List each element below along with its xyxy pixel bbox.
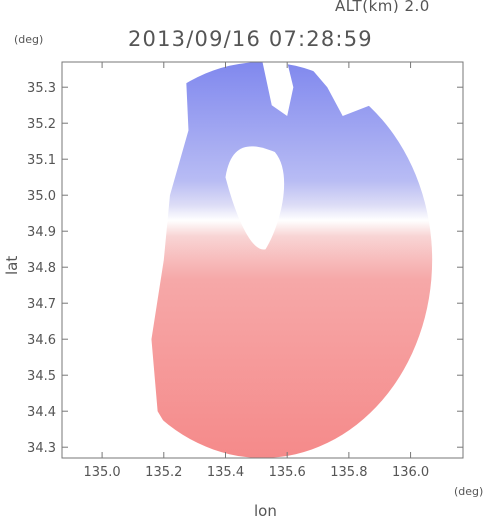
y-tick-label: 35.1 [27, 153, 56, 168]
x-tick-label: 135.6 [269, 465, 306, 480]
x-axis-label: lon [254, 502, 277, 520]
no-echo-area [62, 62, 195, 458]
y-axis-unit: (deg) [14, 33, 44, 46]
chart-title-timestamp: 2013/09/16 07:28:59 [128, 27, 373, 51]
y-tick-label: 34.5 [27, 369, 56, 384]
x-tick-label: 136.0 [392, 465, 429, 480]
y-tick-label: 35.3 [27, 81, 56, 96]
x-tick-label: 135.4 [207, 465, 244, 480]
y-tick-label: 34.8 [27, 261, 56, 276]
y-tick-label: 34.3 [27, 441, 56, 456]
altitude-label: ALT(km) 2.0 [335, 0, 430, 15]
y-tick-label: 34.9 [27, 225, 56, 240]
no-echo-area [225, 146, 285, 250]
x-tick-label: 135.0 [83, 465, 120, 480]
x-tick-label: 135.2 [145, 465, 182, 480]
y-tick-label: 34.4 [27, 405, 56, 420]
plot-frame [61, 61, 464, 459]
no-echo-area [305, 62, 463, 178]
y-tick-label: 35.0 [27, 189, 56, 204]
x-axis-unit: (deg) [454, 485, 484, 498]
y-tick-label: 34.7 [27, 297, 56, 312]
x-tick-label: 135.8 [330, 465, 367, 480]
y-tick-label: 35.2 [27, 117, 56, 132]
y-tick-label: 34.6 [27, 333, 56, 348]
no-echo-area [262, 62, 294, 116]
